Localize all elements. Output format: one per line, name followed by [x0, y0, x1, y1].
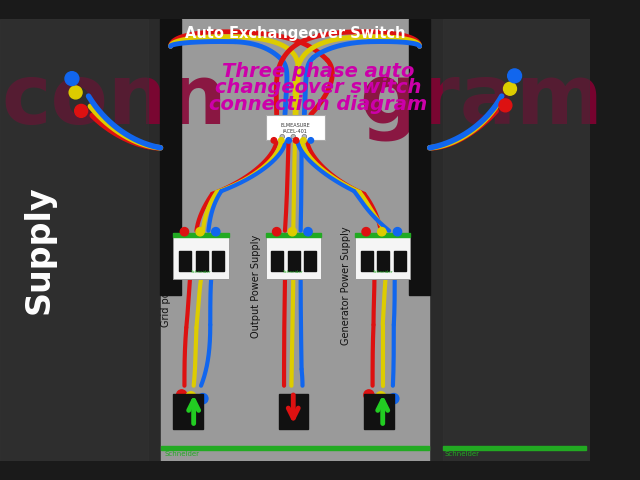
Circle shape — [378, 228, 386, 236]
Circle shape — [271, 138, 276, 143]
Text: connection diagram: connection diagram — [209, 95, 428, 114]
Circle shape — [362, 228, 371, 236]
Bar — [266, 233, 321, 237]
Circle shape — [180, 228, 189, 236]
Circle shape — [278, 138, 284, 143]
Bar — [266, 115, 324, 140]
Bar — [278, 394, 308, 429]
Text: Auto Exchangeover Switch: Auto Exchangeover Switch — [185, 26, 405, 41]
Text: Three phase auto: Three phase auto — [222, 62, 414, 81]
Circle shape — [75, 105, 88, 117]
Text: ELMEASURE: ELMEASURE — [280, 123, 310, 128]
Bar — [355, 233, 410, 237]
Bar — [364, 394, 394, 429]
Circle shape — [504, 82, 516, 95]
Circle shape — [186, 392, 196, 402]
Bar — [179, 251, 191, 271]
Bar — [0, 19, 148, 461]
Bar — [429, 19, 590, 461]
Circle shape — [212, 228, 220, 236]
Bar — [173, 394, 203, 429]
Bar — [271, 251, 283, 271]
Circle shape — [394, 228, 402, 236]
Text: Schneider: Schneider — [164, 451, 199, 457]
Bar — [212, 251, 224, 271]
Bar — [410, 19, 429, 295]
Circle shape — [499, 99, 512, 112]
Text: Grid power Supply: Grid power Supply — [161, 237, 171, 326]
Circle shape — [508, 69, 522, 83]
Bar — [0, 19, 161, 461]
Bar — [377, 251, 389, 271]
Text: conn: conn — [2, 60, 227, 141]
Text: Output Power Supply: Output Power Supply — [252, 235, 261, 338]
Circle shape — [388, 394, 399, 404]
Bar — [173, 233, 228, 237]
Circle shape — [198, 394, 208, 404]
Text: iACEL-401: iACEL-401 — [283, 129, 308, 133]
Bar — [266, 233, 321, 279]
Text: Schneider: Schneider — [283, 270, 303, 274]
Text: Generator Power Supply: Generator Power Supply — [341, 227, 351, 346]
Circle shape — [304, 228, 312, 236]
Circle shape — [302, 134, 307, 139]
Circle shape — [308, 138, 314, 143]
Bar — [443, 19, 590, 461]
Text: changeover switch: changeover switch — [215, 78, 421, 97]
Text: gram: gram — [360, 60, 604, 141]
Bar — [355, 233, 410, 279]
Bar — [195, 251, 207, 271]
Circle shape — [288, 228, 296, 236]
Bar — [173, 233, 228, 279]
Bar — [360, 251, 372, 271]
Circle shape — [291, 134, 296, 139]
Bar — [161, 19, 180, 295]
Circle shape — [65, 72, 79, 85]
Bar — [161, 19, 429, 461]
Circle shape — [196, 228, 204, 236]
Text: Supply: Supply — [22, 185, 55, 313]
Circle shape — [177, 390, 187, 400]
Circle shape — [286, 138, 291, 143]
Circle shape — [69, 86, 82, 99]
Text: Schneider: Schneider — [191, 270, 211, 274]
Text: Schneider: Schneider — [372, 270, 393, 274]
Circle shape — [273, 228, 281, 236]
Text: Schneider: Schneider — [445, 451, 479, 457]
Circle shape — [293, 138, 299, 143]
Circle shape — [364, 390, 374, 400]
Bar — [288, 251, 300, 271]
Circle shape — [280, 134, 285, 139]
Bar — [394, 251, 406, 271]
Bar — [161, 445, 429, 450]
Circle shape — [376, 392, 386, 402]
Circle shape — [301, 138, 306, 143]
Bar — [443, 445, 586, 450]
Bar — [305, 251, 316, 271]
